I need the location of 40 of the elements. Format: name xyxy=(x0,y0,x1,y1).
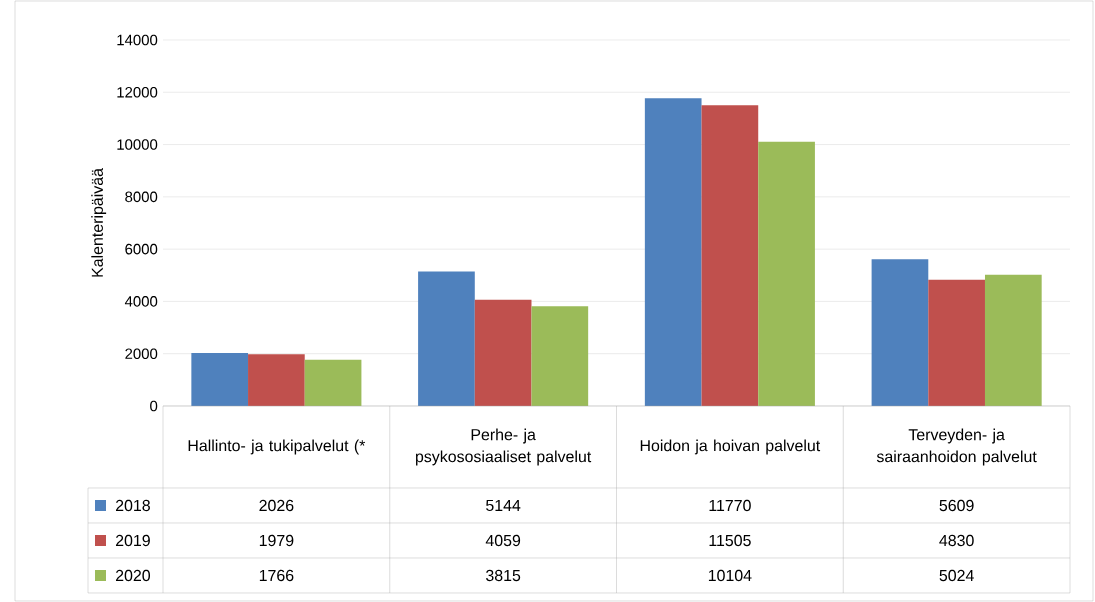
bar xyxy=(871,259,929,406)
y-tick-label: 8000 xyxy=(125,191,158,203)
data-label: 5024 xyxy=(939,569,974,582)
y-tick-label: 2000 xyxy=(125,348,158,359)
bar xyxy=(644,98,702,406)
y-tick-label: 6000 xyxy=(125,243,158,255)
x-tick-label: Hallinto- ja tukipalvelut (* xyxy=(188,439,366,455)
data-label: 1766 xyxy=(259,569,294,582)
legend-label: 2019 xyxy=(115,534,150,547)
data-label: 2026 xyxy=(259,499,294,512)
y-tick-label: 10000 xyxy=(117,139,158,150)
data-label: 5144 xyxy=(486,499,521,512)
bar xyxy=(701,105,759,406)
data-label: 4830 xyxy=(939,534,974,547)
data-label: 10104 xyxy=(708,569,752,582)
y-tick-label: 12000 xyxy=(117,86,158,98)
bar xyxy=(531,306,589,406)
y-tick-label: 0 xyxy=(150,400,158,412)
bar xyxy=(474,299,532,406)
legend-label: 2018 xyxy=(115,499,150,512)
bar xyxy=(304,359,362,406)
x-tick-label: Perhe- ja psykososiaaliset palvelut xyxy=(416,428,592,466)
data-label: 11770 xyxy=(709,499,751,512)
bar xyxy=(248,354,305,406)
y-tick-label: 4000 xyxy=(124,296,158,307)
y-tick-label: 14000 xyxy=(117,34,158,46)
data-label: 5609 xyxy=(939,499,974,512)
x-tick-label: Hoidon ja hoivan palvelut xyxy=(640,439,821,455)
bar xyxy=(984,274,1042,406)
data-label: 1979 xyxy=(259,534,294,547)
bar xyxy=(418,271,475,406)
x-tick-label: Terveyden- ja sairaanhoidon palvelut xyxy=(876,428,1037,466)
legend-label: 2020 xyxy=(115,569,151,582)
y-axis-title: Kalenteripäivää xyxy=(91,168,107,277)
data-label: 11505 xyxy=(709,534,751,547)
bar xyxy=(758,141,815,406)
bar xyxy=(191,353,249,406)
data-label: 4059 xyxy=(485,534,521,547)
data-label: 3815 xyxy=(486,569,521,582)
bar xyxy=(928,279,985,406)
